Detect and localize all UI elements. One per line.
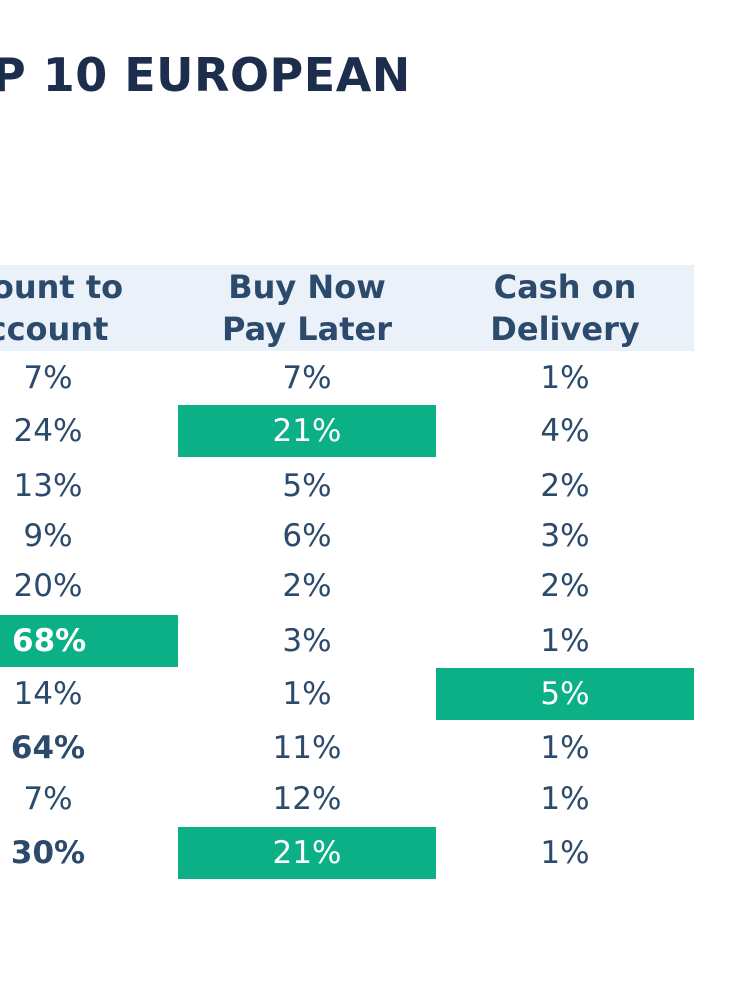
header-cash-on-delivery: Cash on Delivery [490,268,640,348]
header-buy-now-pay-later: Buy Now Pay Later [222,268,392,348]
cell-a2a-row-5: 20% [13,568,83,604]
cell-a2a-row-1: 7% [23,360,73,396]
cell-bnpl-row-1: 7% [282,360,332,396]
cell-a2a-row-7: 14% [13,676,83,712]
cell-a2a-row-10: 30% [10,835,86,871]
cell-bnpl-row-7: 1% [282,676,332,712]
cell-cod-row-3: 2% [540,468,590,504]
cell-cod-row-10: 1% [540,835,590,871]
page-title: P 10 EUROPEAN [0,48,411,102]
cell-a2a-row-8: 64% [10,730,86,766]
cell-cod-row-5: 2% [540,568,590,604]
cell-a2a-row-6-highlight: 68% [0,615,178,667]
cell-a2a-row-9: 7% [23,781,73,817]
cell-a2a-row-4: 9% [23,518,73,554]
header-account-to-account: count to ccount [0,268,124,348]
cell-bnpl-row-6: 3% [282,623,332,659]
cell-bnpl-row-5: 2% [282,568,332,604]
cell-a2a-row-3: 13% [13,468,83,504]
cell-cod-row-9: 1% [540,781,590,817]
cell-a2a-row-2: 24% [13,413,83,449]
table-header-row [0,265,694,351]
cell-bnpl-row-8: 11% [272,730,342,766]
cell-bnpl-row-2-highlight: 21% [178,405,436,457]
cell-bnpl-row-10-highlight: 21% [178,827,436,879]
cell-bnpl-row-3: 5% [282,468,332,504]
cell-cod-row-7-highlight: 5% [436,668,694,720]
cell-cod-row-1: 1% [540,360,590,396]
cell-bnpl-row-4: 6% [282,518,332,554]
cell-cod-row-2: 4% [540,413,590,449]
cell-cod-row-6: 1% [540,623,590,659]
cell-cod-row-4: 3% [540,518,590,554]
cell-cod-row-8: 1% [540,730,590,766]
cell-bnpl-row-9: 12% [272,781,342,817]
